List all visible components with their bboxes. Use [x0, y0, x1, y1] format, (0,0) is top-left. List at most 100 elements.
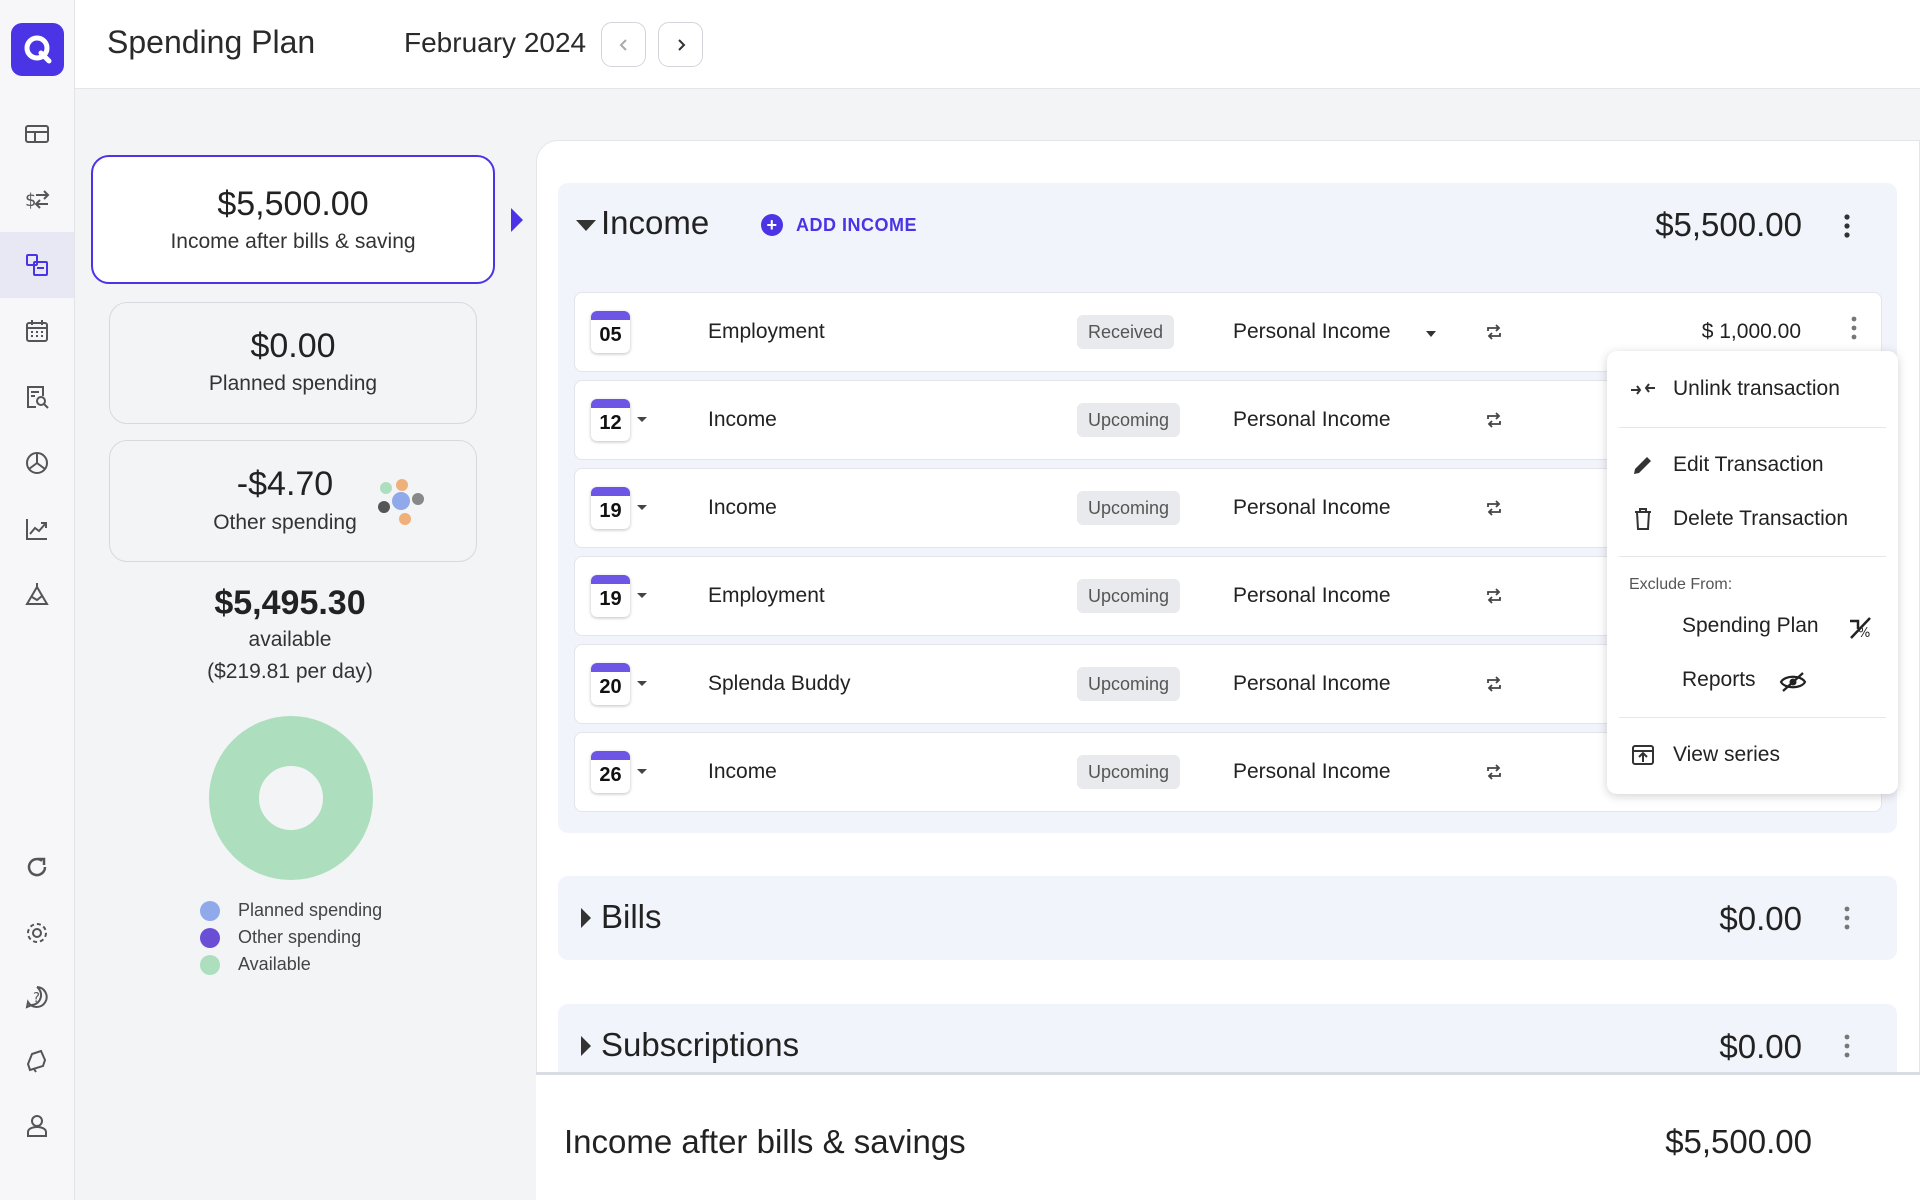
reports-search-icon[interactable]: [0, 364, 74, 430]
notifications-icon[interactable]: [0, 1028, 74, 1094]
next-month-button[interactable]: [658, 22, 703, 67]
spending-plan-icon[interactable]: [0, 232, 74, 298]
status-badge: Upcoming: [1077, 579, 1181, 613]
pencil-icon: [1629, 451, 1657, 479]
date-dropdown-icon[interactable]: [637, 505, 647, 510]
income-after-card[interactable]: $5,500.00 Income after bills & saving: [91, 155, 495, 284]
subscriptions-total: $0.00: [1719, 1028, 1802, 1065]
legend-dot-planned: [200, 900, 220, 921]
edit-label: Edit Transaction: [1673, 453, 1824, 476]
status-badge: Received: [1077, 315, 1175, 349]
row-name: Splenda Buddy: [708, 672, 851, 695]
unlink-label: Unlink transaction: [1673, 377, 1840, 400]
eye-off-icon[interactable]: [1779, 671, 1807, 693]
row-name: Employment: [708, 320, 825, 343]
recurring-icon: [1487, 412, 1501, 428]
trash-icon: [1629, 505, 1657, 533]
row-name: Income: [708, 408, 777, 431]
row-category[interactable]: Personal Income: [1233, 672, 1391, 695]
view-series-item[interactable]: View series: [1629, 741, 1780, 769]
bills-title[interactable]: Bills: [601, 898, 662, 935]
date-dropdown-icon[interactable]: [637, 417, 647, 422]
refresh-icon[interactable]: [0, 834, 74, 900]
row-day: 26: [599, 764, 622, 786]
spending-donut-chart: [209, 716, 373, 880]
row-name: Income: [708, 496, 777, 519]
caret-down-icon[interactable]: [576, 218, 596, 232]
calendar-date-icon: 26: [591, 751, 630, 793]
income-after-amount: $5,500.00: [217, 185, 369, 223]
status-badge: Upcoming: [1077, 667, 1181, 701]
category-dropdown-icon[interactable]: [1426, 331, 1436, 337]
date-dropdown-icon[interactable]: [637, 593, 647, 598]
unlink-transaction-item[interactable]: Unlink transaction: [1629, 375, 1840, 403]
selected-card-arrow-icon: [511, 208, 523, 232]
row-day: 20: [599, 676, 622, 698]
row-category[interactable]: Personal Income: [1233, 408, 1391, 431]
available-amount: $5,495.30: [214, 584, 366, 622]
add-income-button[interactable]: + ADD INCOME: [761, 214, 917, 236]
open-series-icon: [1629, 741, 1657, 769]
prev-month-button[interactable]: [601, 22, 646, 67]
row-amount: $ 1,000.00: [1701, 320, 1801, 343]
available-label: available: [248, 628, 332, 651]
exclude-reports-item[interactable]: Reports: [1682, 668, 1756, 691]
recurring-icon: [1487, 324, 1501, 340]
net-worth-icon[interactable]: [0, 562, 74, 628]
row-day: 19: [599, 588, 622, 610]
income-more-icon[interactable]: [1837, 208, 1857, 244]
legend-label-available: Available: [238, 954, 311, 974]
exclude-spending-plan-icon[interactable]: %: [1847, 615, 1873, 641]
other-spending-amount: -$4.70: [236, 465, 334, 503]
date-dropdown-icon[interactable]: [637, 769, 647, 774]
app-logo[interactable]: [11, 23, 64, 76]
category-bubbles-icon: [378, 479, 424, 525]
row-more-icon[interactable]: [1851, 316, 1857, 340]
planned-spending-card[interactable]: $0.00 Planned spending: [109, 302, 477, 424]
status-badge: Upcoming: [1077, 403, 1181, 437]
caret-right-icon[interactable]: [580, 1036, 592, 1056]
edit-transaction-item[interactable]: Edit Transaction: [1629, 451, 1824, 479]
settings-icon[interactable]: [0, 900, 74, 966]
legend-available: Available: [200, 954, 311, 975]
legend-label-planned: Planned spending: [238, 900, 383, 920]
per-day-label: ($219.81 per day): [207, 660, 373, 683]
bills-more-icon[interactable]: [1837, 900, 1857, 936]
subscriptions-title[interactable]: Subscriptions: [601, 1026, 800, 1063]
date-dropdown-icon[interactable]: [637, 681, 647, 686]
plus-circle-icon: +: [761, 214, 783, 236]
legend-label-other: Other spending: [238, 927, 362, 947]
row-category[interactable]: Personal Income: [1233, 760, 1391, 783]
investments-icon[interactable]: [0, 430, 74, 496]
row-day: 05: [599, 324, 622, 346]
row-category[interactable]: Personal Income: [1233, 584, 1391, 607]
caret-right-icon[interactable]: [580, 908, 592, 928]
nav-rail: $ ?: [0, 0, 75, 1200]
row-category[interactable]: Personal Income: [1233, 320, 1391, 343]
other-spending-card[interactable]: -$4.70 Other spending: [109, 440, 477, 562]
trends-icon[interactable]: [0, 496, 74, 562]
footer-amount: $5,500.00: [1665, 1123, 1812, 1160]
calendar-date-icon: 05: [591, 311, 630, 353]
chevron-left-icon: [619, 38, 627, 51]
dashboard-icon[interactable]: [0, 101, 74, 167]
delete-transaction-item[interactable]: Delete Transaction: [1629, 505, 1848, 533]
legend-dot-available: [200, 954, 220, 975]
calendar-icon[interactable]: [0, 298, 74, 364]
bills-total: $0.00: [1719, 900, 1802, 937]
exclude-spending-plan-item[interactable]: Spending Plan: [1682, 614, 1819, 637]
recurring-icon: [1487, 764, 1501, 780]
transactions-icon[interactable]: $: [0, 166, 74, 232]
recurring-icon: [1487, 676, 1501, 692]
income-after-label: Income after bills & saving: [170, 230, 416, 253]
help-icon[interactable]: ?: [0, 964, 74, 1030]
add-income-label: ADD INCOME: [796, 214, 917, 235]
planned-spending-amount: $0.00: [250, 327, 336, 365]
profile-icon[interactable]: [0, 1092, 74, 1158]
row-category[interactable]: Personal Income: [1233, 496, 1391, 519]
recurring-icon: [1487, 588, 1501, 604]
income-title[interactable]: Income: [601, 204, 710, 241]
subscriptions-more-icon[interactable]: [1837, 1028, 1857, 1064]
menu-divider: [1619, 427, 1886, 428]
menu-divider: [1619, 717, 1886, 718]
